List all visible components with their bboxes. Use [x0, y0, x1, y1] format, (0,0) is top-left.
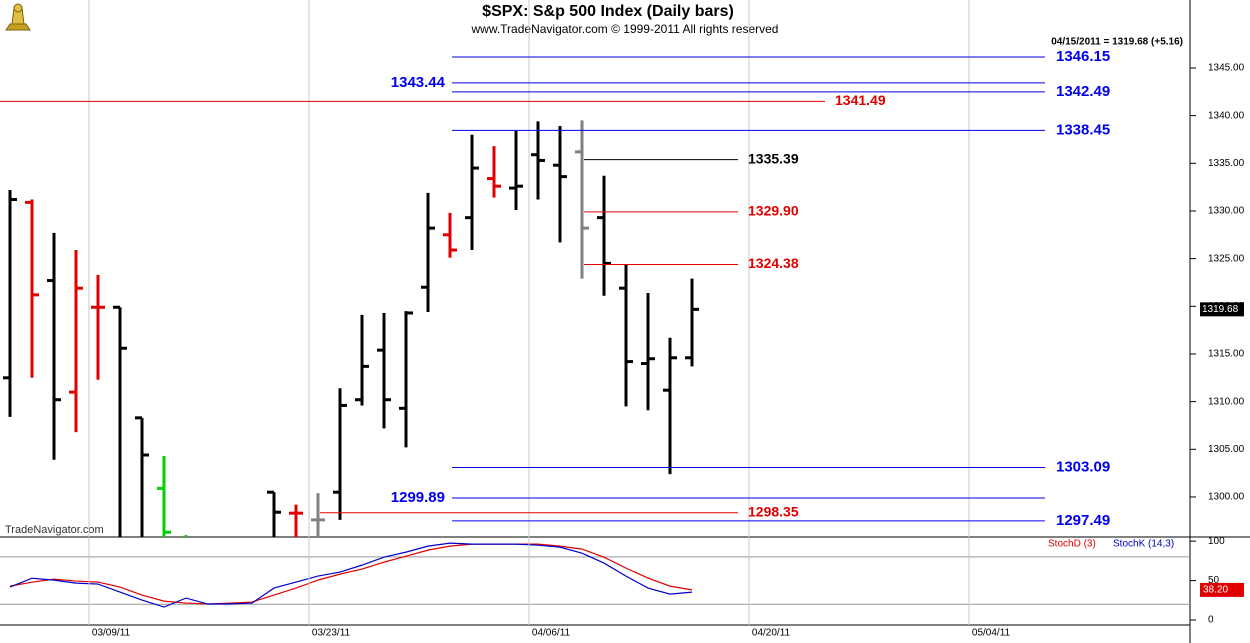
x-tick-label: 04/20/11 — [752, 628, 791, 639]
y-tick-label: 1305.00 — [1208, 444, 1245, 455]
level-label: 1299.89 — [391, 489, 445, 506]
y-tick-label: 1330.00 — [1208, 206, 1245, 217]
level-label: 1342.49 — [1056, 83, 1110, 100]
watermark: TradeNavigator.com — [5, 524, 104, 536]
price-panel — [3, 120, 699, 537]
y-tick-label: 1325.00 — [1208, 253, 1245, 264]
y-tick-label: 50 — [1208, 575, 1220, 586]
y-tick-label: 0 — [1208, 615, 1214, 626]
last-price-label: 1319.68 — [1202, 304, 1239, 315]
level-label: 1341.49 — [835, 92, 886, 108]
chart-title: $SPX: S&p 500 Index (Daily bars) — [482, 3, 734, 20]
stoch-line — [9, 543, 693, 605]
y-tick-label: 1340.00 — [1208, 110, 1245, 121]
y-tick-label: 1335.00 — [1208, 158, 1245, 169]
stoch-line — [9, 542, 693, 608]
x-tick-label: 05/04/11 — [972, 628, 1011, 639]
y-tick-label: 1315.00 — [1208, 349, 1245, 360]
level-label: 1338.45 — [1056, 121, 1110, 138]
x-tick-label: 04/06/11 — [532, 628, 571, 639]
last-value-box — [1200, 582, 1244, 597]
last-price-box — [1200, 302, 1244, 317]
level-label: 1297.49 — [1056, 512, 1110, 529]
legend-entry: StochK (14,3) — [1113, 539, 1174, 550]
level-label: 1329.90 — [748, 203, 799, 219]
x-tick-label: 03/23/11 — [312, 628, 351, 639]
logo — [5, 3, 31, 31]
y-tick-label: 1300.00 — [1208, 492, 1245, 503]
header-info: 04/15/2011 = 1319.68 (+5.16) — [1051, 37, 1183, 48]
y-tick-label: 1345.00 — [1208, 63, 1245, 74]
level-label: 1298.35 — [748, 503, 799, 519]
level-label: 1343.44 — [391, 74, 446, 91]
last-value-label: 38.20 — [1203, 585, 1228, 596]
x-tick-label: 03/09/11 — [92, 628, 131, 639]
stoch-panel — [0, 542, 1190, 608]
legend-entry: StochD (3) — [1048, 539, 1096, 550]
y-tick-label: 1310.00 — [1208, 396, 1245, 407]
y-tick-label: 100 — [1208, 536, 1225, 547]
level-label: 1335.39 — [748, 150, 799, 166]
level-label: 1324.38 — [748, 255, 799, 271]
level-label: 1346.15 — [1056, 48, 1110, 65]
level-label: 1303.09 — [1056, 458, 1110, 475]
chart-subtitle: www.TradeNavigator.com © 1999-2011 All r… — [471, 22, 779, 36]
